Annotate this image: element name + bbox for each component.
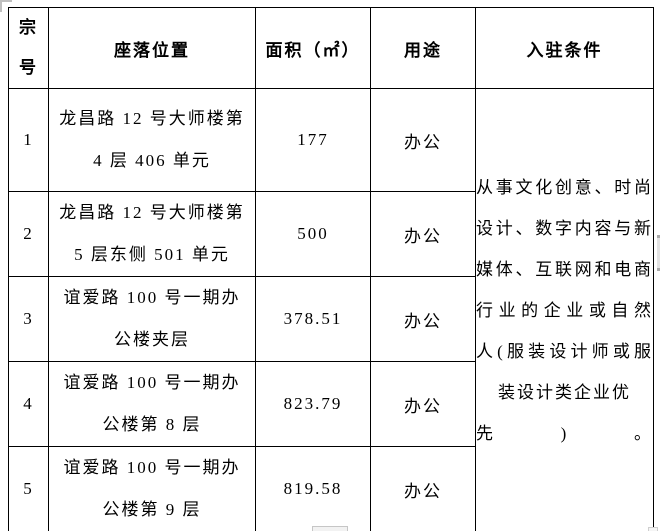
table-row: 4 谊爱路 100 号一期办 公楼第 8 层 823.79 办公	[8, 361, 654, 447]
scrollbar-fragment[interactable]	[657, 235, 660, 271]
table-row: 3 谊爱路 100 号一期办 公楼夹层 378.51 办公	[8, 276, 654, 362]
cell-location: 谊爱路 100 号一期办 公楼第 8 层	[48, 361, 256, 447]
col-header-area: 面积（㎡）	[255, 7, 371, 89]
col-header-use: 用途	[370, 7, 476, 89]
cell-no: 5	[8, 446, 49, 531]
property-listing-table: 宗 号 座落位置 面积（㎡） 用途 入驻条件 1 龙昌路 12 号大师楼第 4 …	[8, 7, 654, 531]
cell-use: 办公	[370, 446, 476, 531]
cell-area: 823.79	[255, 361, 371, 447]
cell-area: 378.51	[255, 276, 371, 362]
cell-use: 办公	[370, 276, 476, 362]
cell-no: 2	[8, 191, 49, 277]
cell-location: 谊爱路 100 号一期办 公楼第 9 层	[48, 446, 256, 531]
table-row: 1 龙昌路 12 号大师楼第 4 层 406 单元 177 办公 从事文化创意、…	[8, 88, 654, 531]
col-header-no: 宗 号	[8, 7, 49, 89]
cell-area: 177	[255, 88, 371, 192]
cell-condition: 从事文化创意、时尚 设计、数字内容与新 媒体、互联网和电商 行业的企业或自然 人…	[475, 88, 654, 531]
header-row: 宗 号 座落位置 面积（㎡） 用途 入驻条件	[8, 7, 654, 89]
cell-no: 3	[8, 276, 49, 362]
col-header-location: 座落位置	[48, 7, 256, 89]
table-row: 2 龙昌路 12 号大师楼第 5 层东侧 501 单元 500 办公	[8, 191, 654, 277]
scrollbar-thumb-fragment[interactable]	[312, 526, 348, 531]
cell-area: 819.58	[255, 446, 371, 531]
cell-area: 500	[255, 191, 371, 277]
table-row: 5 谊爱路 100 号一期办 公楼第 9 层 819.58 办公	[8, 446, 654, 531]
cell-no: 4	[8, 361, 49, 447]
cell-use: 办公	[370, 361, 476, 447]
cell-location: 龙昌路 12 号大师楼第 5 层东侧 501 单元	[48, 191, 256, 277]
window-corner-fragment	[0, 0, 2, 12]
cell-location: 龙昌路 12 号大师楼第 4 层 406 单元	[48, 88, 256, 192]
cell-location: 谊爱路 100 号一期办 公楼夹层	[48, 276, 256, 362]
table-resize-handle[interactable]	[648, 527, 658, 531]
window-corner-fragment	[0, 0, 12, 2]
cell-no: 1	[8, 88, 49, 192]
cell-use: 办公	[370, 88, 476, 192]
cell-use: 办公	[370, 191, 476, 277]
col-header-condition: 入驻条件	[475, 7, 654, 89]
